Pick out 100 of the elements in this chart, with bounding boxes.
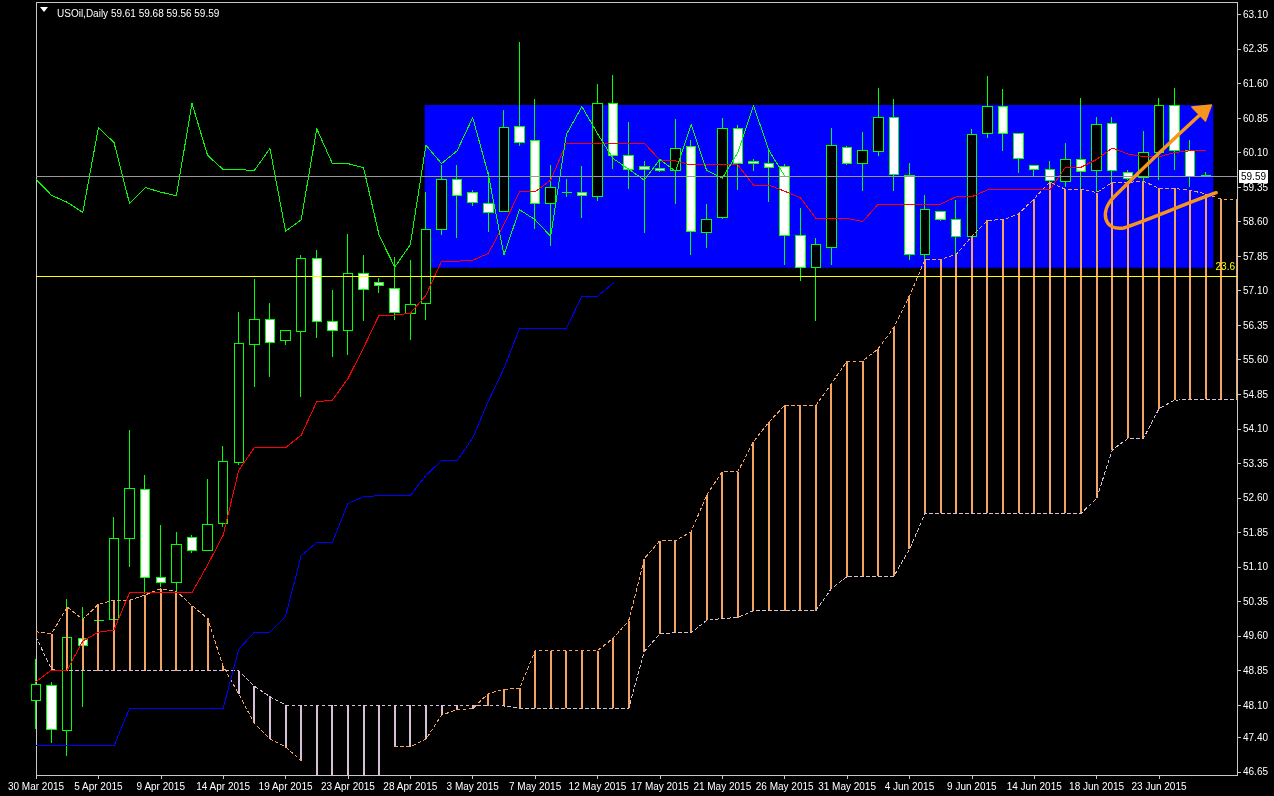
candlestick [639, 160, 650, 234]
candlestick [717, 117, 728, 220]
candlestick [795, 207, 806, 282]
y-tick-label: 48.10 [1243, 699, 1269, 711]
x-tick-label: 21 May 2015 [693, 780, 752, 792]
x-tick-label: 18 Jun 2015 [1069, 780, 1125, 792]
candlestick [249, 278, 260, 388]
bar [752, 441, 755, 611]
line-series [35, 282, 614, 747]
candlestick [156, 524, 166, 588]
candlestick [764, 149, 774, 203]
y-tick-label: 53.35 [1243, 457, 1269, 469]
y-tick-label: 59.35 [1243, 181, 1269, 193]
candlestick [280, 329, 291, 346]
candlestick [982, 75, 993, 139]
y-tick-label: 60.10 [1243, 147, 1269, 159]
candlestick [140, 474, 150, 595]
ref-line-label: 59.59 [1241, 170, 1267, 182]
bar [612, 638, 615, 709]
candlestick [483, 171, 494, 233]
bar [1126, 182, 1129, 439]
x-tick-label: 9 Apr 2015 [136, 780, 186, 792]
y-tick-label: 51.85 [1243, 526, 1269, 538]
candlestick [686, 139, 696, 256]
y-tick-label: 57.10 [1243, 285, 1269, 297]
bar [830, 383, 833, 589]
candlestick [1154, 97, 1164, 181]
bar [970, 236, 973, 514]
bar [690, 531, 693, 633]
x-tick-label: 17 May 2015 [630, 780, 690, 792]
candlestick [1185, 139, 1195, 188]
candlestick [889, 98, 899, 192]
line-series [35, 142, 1207, 683]
bar [565, 650, 568, 709]
bar [1017, 213, 1020, 514]
candlestick [218, 445, 228, 528]
bar [1158, 188, 1161, 409]
bar [799, 405, 802, 611]
candlestick [93, 618, 104, 623]
y-tick-label: 60.85 [1243, 112, 1269, 124]
candlestick [1201, 171, 1211, 178]
candlestick [873, 87, 884, 157]
bar [534, 650, 537, 709]
x-tick-label: 4 Jun 2015 [884, 780, 935, 792]
candlestick [421, 191, 431, 321]
bar [955, 254, 958, 514]
candlestick [701, 203, 712, 249]
candlestick [561, 178, 572, 198]
x-tick-label: 12 May 2015 [568, 780, 627, 792]
y-tick-label: 48.85 [1243, 664, 1269, 676]
x-tick-label: 9 Jun 2015 [947, 780, 998, 792]
candlestick [748, 158, 759, 172]
x-tick-label: 30 Mar 2015 [7, 780, 65, 792]
candlestick [514, 41, 525, 147]
candlestick [327, 289, 338, 358]
bar [487, 693, 490, 706]
x-tick-label: 31 May 2015 [818, 780, 877, 792]
bar [705, 495, 708, 621]
bar [939, 259, 942, 514]
bar [50, 633, 53, 670]
candlestick [826, 127, 837, 266]
y-tick-label: 49.60 [1243, 630, 1269, 642]
candlestick [124, 429, 135, 568]
bar [814, 405, 817, 611]
candlestick [857, 131, 868, 192]
candlestick [998, 88, 1008, 152]
candlestick [452, 164, 462, 239]
bar [144, 594, 147, 671]
y-tick-label: 61.60 [1243, 77, 1269, 89]
x-tick-label: 5 Apr 2015 [74, 780, 124, 792]
candlestick [467, 189, 478, 207]
y-tick-label: 54.85 [1243, 388, 1269, 400]
bar [861, 361, 864, 577]
bar [892, 327, 895, 577]
candlestick [733, 124, 743, 191]
candlestick [904, 162, 915, 261]
y-tick-label: 52.60 [1243, 492, 1269, 504]
candlestick [1013, 132, 1024, 174]
y-tick-label: 56.35 [1243, 319, 1269, 331]
bar [721, 471, 724, 619]
bar [768, 421, 771, 611]
bar [736, 471, 739, 618]
bar [1095, 192, 1098, 499]
candlestick [1029, 164, 1039, 177]
bar [1002, 219, 1005, 514]
bar [1173, 188, 1176, 401]
candlestick [234, 311, 244, 466]
y-tick-label: 47.40 [1243, 731, 1269, 743]
bar [986, 220, 989, 514]
candlestick [935, 210, 946, 222]
bar [518, 688, 521, 709]
bar [549, 650, 552, 709]
x-tick-label: 3 May 2015 [446, 780, 500, 792]
candlestick [655, 158, 665, 173]
x-tick-label: 19 Apr 2015 [258, 780, 313, 792]
x-tick-label: 23 Apr 2015 [320, 780, 376, 792]
y-tick-label: 51.10 [1243, 561, 1269, 573]
x-tick-label: 14 Jun 2015 [1006, 780, 1063, 792]
candlestick [499, 109, 509, 213]
bar [81, 619, 84, 671]
